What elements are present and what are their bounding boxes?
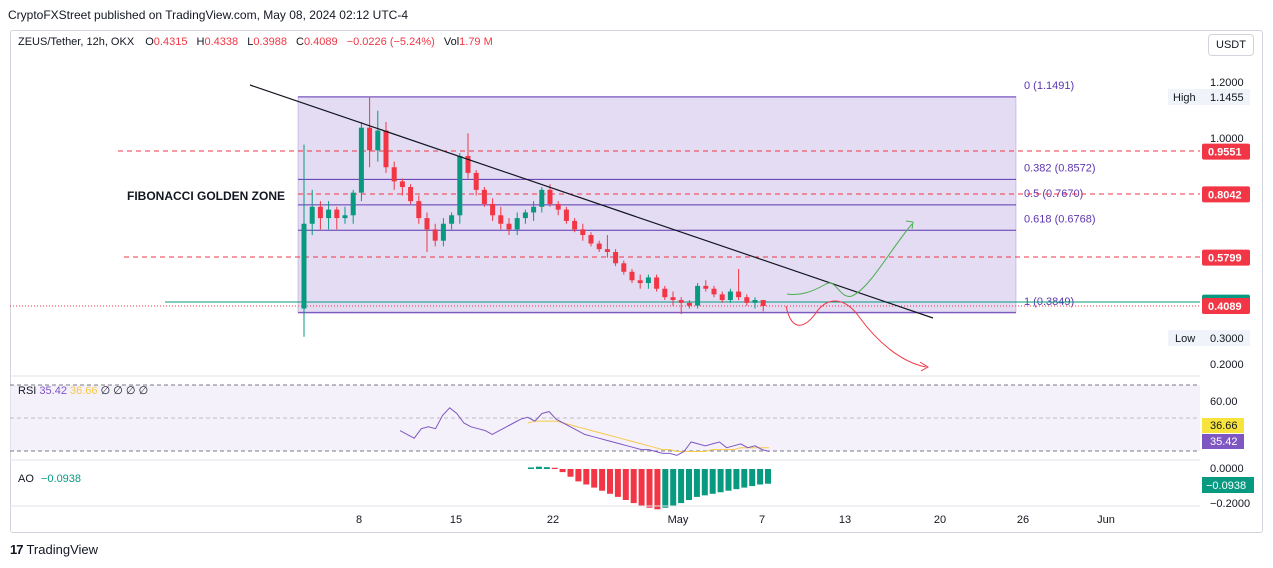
rsi-label[interactable]: RSI <box>18 385 37 397</box>
high-value: 0.4338 <box>204 36 239 48</box>
rsi-extra-1: ∅ <box>113 385 123 397</box>
rsi-extra-0: ∅ <box>100 385 111 397</box>
rsi-value: 35.42 <box>39 385 67 397</box>
low-value: 0.3988 <box>253 36 287 48</box>
symbol-legend: ZEUS/Tether, 12h, OKX O0.4315 H0.4338 L0… <box>18 36 493 48</box>
tradingview-logo[interactable]: 17 TradingView <box>10 542 98 557</box>
rsi-ma-value: 36.66 <box>70 385 98 397</box>
change-value: −0.0226 (−5.24%) <box>346 36 435 48</box>
publisher-credit: CryptoFXStreet published on TradingView.… <box>8 8 408 22</box>
volume-label: Vol <box>443 36 460 48</box>
rsi-extra-3: ∅ <box>138 385 149 397</box>
symbol-name[interactable]: ZEUS/Tether, 12h, OKX <box>18 36 135 48</box>
ao-label[interactable]: AO <box>18 473 34 485</box>
low-label: L <box>247 36 254 48</box>
currency-button[interactable]: USDT <box>1208 34 1254 56</box>
tradingview-mark-icon: 17 <box>10 542 24 557</box>
rsi-extra-2: ∅ <box>125 385 136 397</box>
ao-value: −0.0938 <box>40 473 82 485</box>
ao-legend: AO −0.0938 <box>18 473 81 485</box>
close-label: C <box>296 36 304 48</box>
rsi-legend: RSI 35.42 36.66 ∅ ∅ ∅ ∅ <box>18 384 148 397</box>
tradingview-wordmark: TradingView <box>26 542 99 557</box>
high-label: H <box>196 36 205 48</box>
volume-value: 1.79 M <box>459 36 493 48</box>
open-label: O <box>145 36 154 48</box>
close-value: 0.4089 <box>303 36 338 48</box>
chart-frame[interactable] <box>10 30 1263 533</box>
open-value: 0.4315 <box>153 36 188 48</box>
